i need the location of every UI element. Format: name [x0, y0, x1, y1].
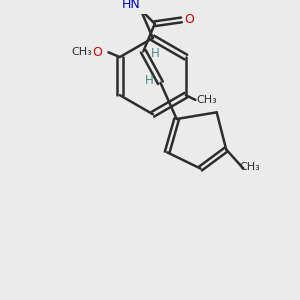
- Text: HN: HN: [122, 0, 140, 11]
- Text: CH₃: CH₃: [71, 47, 92, 57]
- Text: CH₃: CH₃: [240, 162, 260, 172]
- Text: H: H: [145, 74, 153, 87]
- Text: H: H: [150, 47, 159, 60]
- Text: O: O: [184, 14, 194, 26]
- Text: O: O: [92, 46, 102, 59]
- Text: CH₃: CH₃: [196, 95, 217, 105]
